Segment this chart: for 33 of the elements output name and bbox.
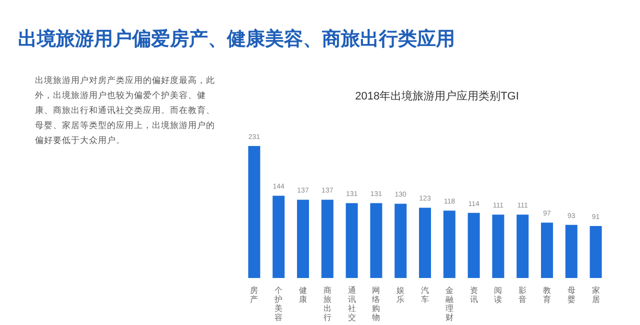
bar <box>297 200 309 278</box>
x-tick-label: 母婴 <box>567 286 576 304</box>
bar <box>394 204 407 278</box>
bar <box>248 146 260 278</box>
bar <box>516 214 529 278</box>
x-tick-label: 影音 <box>518 286 527 304</box>
x-tick-label: 教育 <box>543 286 551 304</box>
bar <box>468 212 480 278</box>
x-tick-label: 通讯社交 <box>348 286 356 322</box>
x-tick-label: 资讯 <box>470 286 478 304</box>
bar <box>370 203 382 278</box>
bar <box>541 222 553 278</box>
x-tick-label: 阅读 <box>494 286 502 304</box>
x-tick-label: 商旅出行 <box>323 286 332 322</box>
x-tick-label: 汽车 <box>421 286 429 304</box>
x-tick-label: 娱乐 <box>396 286 405 304</box>
bar <box>492 214 504 278</box>
bar <box>321 200 334 278</box>
x-tick-label: 家居 <box>592 286 600 304</box>
x-tick-label: 金融理财 <box>445 286 454 322</box>
chart-title: 2018年出境旅游用户应用类别TGI <box>355 90 519 102</box>
text: 出境旅游用户对房产类应用的偏好度最高，此外，出境旅游用户也较为偏爱个护美容、健康、商旅出行和通讯社交类应用。而在教育、母婴、家居等类型的应用上，出境旅游用户的偏好要低于大众用户。 <box>35 74 215 148</box>
x-tick-label: 健康 <box>299 286 307 304</box>
bar <box>346 203 358 278</box>
x-tick-label: 网络购物 <box>372 286 380 322</box>
x-tick-label: 房产 <box>250 286 258 304</box>
x-tick-label: 个护美容 <box>274 286 283 322</box>
bar <box>272 196 285 278</box>
bar <box>419 208 431 278</box>
bar <box>590 226 602 278</box>
bar <box>443 210 456 278</box>
chart-subtitle: 出境旅游用户偏爱房产、健康美容、商旅出行类应用 <box>18 27 455 52</box>
bar <box>565 224 578 278</box>
